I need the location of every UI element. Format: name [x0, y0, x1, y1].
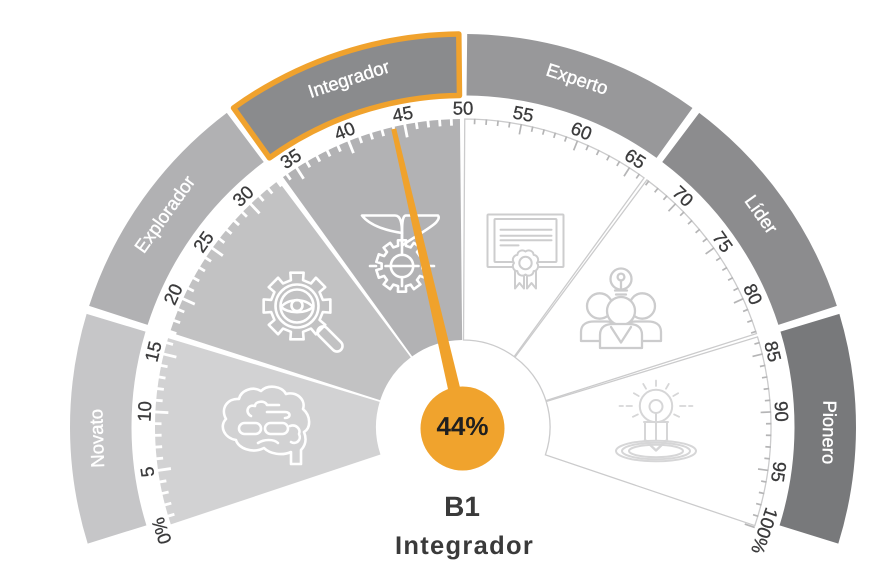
- svg-text:85: 85: [760, 339, 785, 364]
- svg-text:15: 15: [140, 339, 165, 364]
- svg-text:90: 90: [771, 401, 793, 423]
- svg-text:Novato: Novato: [85, 409, 108, 468]
- svg-text:45: 45: [391, 101, 415, 126]
- svg-text:Pionero: Pionero: [819, 400, 841, 464]
- svg-text:Integrador: Integrador: [395, 532, 534, 560]
- svg-text:10: 10: [133, 401, 155, 423]
- svg-text:44%: 44%: [436, 411, 488, 441]
- svg-text:50: 50: [453, 97, 474, 118]
- svg-text:B1: B1: [444, 491, 480, 522]
- svg-text:5: 5: [136, 465, 158, 478]
- svg-text:55: 55: [511, 101, 535, 126]
- svg-text:95: 95: [767, 460, 791, 483]
